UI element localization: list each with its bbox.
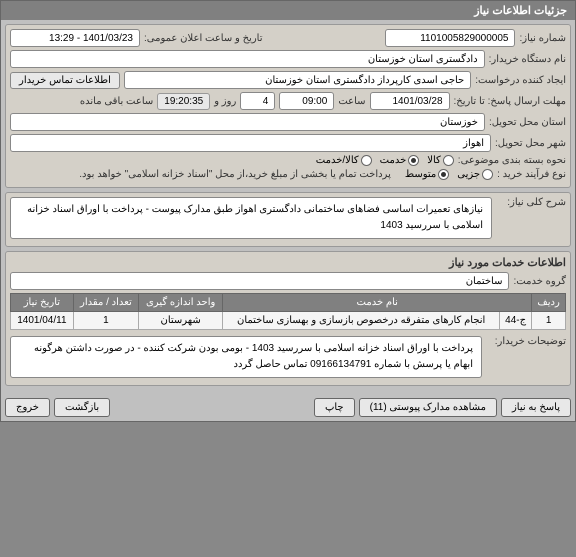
radio-service[interactable]: خدمت [380,155,420,166]
contact-info-button[interactable]: اطلاعات تماس خریدار [10,72,120,89]
days-field: 4 [240,92,275,110]
th-row: ردیف [532,294,566,312]
reply-button[interactable]: پاسخ به نیاز [501,398,571,417]
radio-icon [438,169,449,180]
cell-service-name: انجام کارهای متفرقه درخصوص بازسازی و بهس… [223,312,500,330]
purchase-type-label: نوع فرآیند خرید : [497,169,566,180]
table-row[interactable]: 1 ج-44 انجام کارهای متفرقه درخصوص بازساز… [11,312,566,330]
radio-icon [408,155,419,166]
th-qty: تعداد / مقدار [73,294,138,312]
cell-code: ج-44 [500,312,532,330]
package-type-radios: کالا خدمت کالا/خدمت [316,155,454,166]
buyer-org-field: دادگستری استان خوزستان [10,50,485,68]
footer-buttons: پاسخ به نیاز مشاهده مدارک پیوستی (11) چا… [1,394,575,421]
cell-row: 1 [532,312,566,330]
th-need-date: تاریخ نیاز [11,294,74,312]
content-area: شماره نیاز: 1101005829000005 تاریخ و ساع… [1,20,575,394]
province-field[interactable]: خوزستان [10,113,485,131]
purchase-note: پرداخت تمام یا بخشی از مبلغ خرید،از محل … [79,169,391,180]
deadline-date-field[interactable]: 1401/03/28 [370,92,450,110]
service-group-field[interactable]: ساختمان [10,272,509,290]
need-number-field[interactable]: 1101005829000005 [385,29,515,47]
buyer-notes-label: توضیحات خریدار: [486,336,566,347]
exit-button[interactable]: خروج [5,398,50,417]
city-label: شهر محل تحویل: [495,138,566,149]
print-button[interactable]: چاپ [314,398,355,417]
th-unit: واحد اندازه گیری [139,294,223,312]
radio-minor[interactable]: جزیی [457,169,493,180]
remaining-label: ساعت باقی مانده [80,96,153,107]
back-button[interactable]: بازگشت [54,398,110,417]
buyer-notes-field: پرداخت با اوراق اسناد خزانه اسلامی با سر… [10,336,482,378]
cell-unit: شهرستان [139,312,223,330]
cell-qty: 1 [73,312,138,330]
announce-date-label: تاریخ و ساعت اعلان عمومی: [144,33,263,44]
purchase-type-radios: جزیی متوسط [405,169,493,180]
radio-icon [361,155,372,166]
deadline-label: مهلت ارسال پاسخ: تا تاریخ: [454,96,566,107]
deadline-time-field[interactable]: 09:00 [279,92,334,110]
remaining-time-field: 19:20:35 [157,93,210,110]
overall-desc-field: نیازهای تعمیرات اساسی فضاهای ساختمانی دا… [10,197,492,239]
table-header-row: ردیف نام خدمت واحد اندازه گیری تعداد / م… [11,294,566,312]
radio-goods[interactable]: کالا [427,155,454,166]
radio-icon [443,155,454,166]
radio-icon [482,169,493,180]
requester-field: حاجی اسدی کارپرداز دادگستری استان خوزستا… [124,71,471,89]
requester-label: ایجاد کننده درخواست: [475,75,566,86]
th-service-name: نام خدمت [223,294,532,312]
services-section: اطلاعات خدمات مورد نیاز گروه خدمت: ساختم… [5,251,571,386]
province-label: استان محل تحویل: [489,117,566,128]
buyer-org-label: نام دستگاه خریدار: [489,54,566,65]
main-window: جزئیات اطلاعات نیاز شماره نیاز: 11010058… [0,0,576,422]
attachments-button[interactable]: مشاهده مدارک پیوستی (11) [359,398,497,417]
services-table: ردیف نام خدمت واحد اندازه گیری تعداد / م… [10,293,566,330]
radio-goods-service[interactable]: کالا/خدمت [316,155,372,166]
city-field[interactable]: اهواز [10,134,491,152]
overall-desc-label: شرح کلی نیاز: [496,197,566,208]
time-label: ساعت [338,96,365,107]
need-number-label: شماره نیاز: [519,33,566,44]
services-section-title: اطلاعات خدمات مورد نیاز [10,256,566,269]
announce-date-field: 1401/03/23 - 13:29 [10,29,140,47]
window-title: جزئیات اطلاعات نیاز [474,5,567,17]
radio-medium[interactable]: متوسط [405,169,449,180]
general-info-section: شماره نیاز: 1101005829000005 تاریخ و ساع… [5,24,571,188]
service-group-label: گروه خدمت: [513,276,566,287]
window-title-bar: جزئیات اطلاعات نیاز [1,1,575,20]
description-section: شرح کلی نیاز: نیازهای تعمیرات اساسی فضاه… [5,192,571,247]
day-label: روز و [214,96,236,107]
cell-need-date: 1401/04/11 [11,312,74,330]
package-type-label: نحوه بسته بندی موضوعی: [458,155,566,166]
